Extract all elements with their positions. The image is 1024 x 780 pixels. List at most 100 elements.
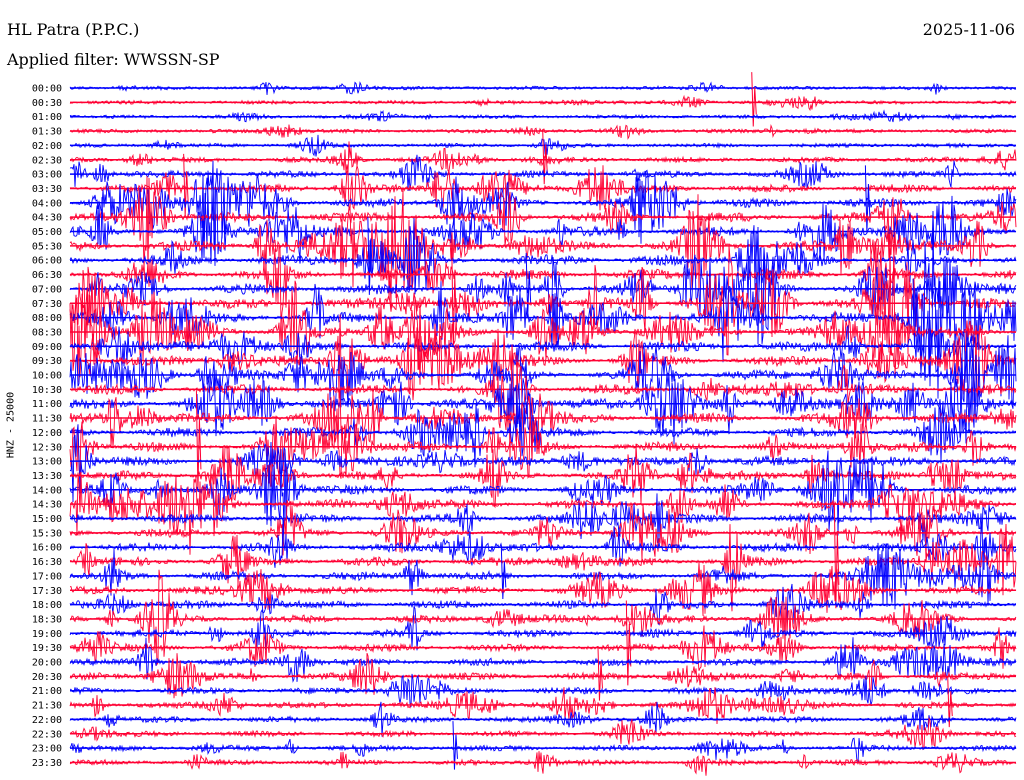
station-title: HL Patra (P.P.C.) xyxy=(7,20,140,39)
row-time-label: 14:30 xyxy=(32,500,62,511)
event-spike xyxy=(367,216,373,295)
row-time-label: 08:30 xyxy=(32,327,62,338)
seismic-trace xyxy=(69,81,1017,95)
row-time-label: 16:00 xyxy=(32,543,62,554)
seismic-trace xyxy=(69,244,1017,375)
seismic-trace xyxy=(69,401,1017,468)
seismic-trace xyxy=(69,241,1017,326)
event-spike xyxy=(451,247,457,348)
seismic-trace xyxy=(69,471,1017,555)
seismic-trace xyxy=(69,625,1017,671)
seismic-trace xyxy=(69,335,1017,412)
seismic-trace xyxy=(69,310,1017,381)
event-spike xyxy=(500,547,507,599)
row-time-label: 15:00 xyxy=(32,514,62,525)
seismic-trace xyxy=(69,314,1017,403)
seismic-trace xyxy=(69,652,1017,699)
row-time-label: 04:30 xyxy=(32,213,62,224)
event-spike xyxy=(183,153,189,217)
row-time-label: 02:30 xyxy=(32,155,62,166)
row-time-label: 21:30 xyxy=(32,701,62,712)
row-time-label: 16:30 xyxy=(32,557,62,568)
seismic-trace xyxy=(69,160,1017,250)
seismic-trace xyxy=(69,562,1017,616)
event-spike xyxy=(625,600,632,686)
row-time-label: 05:30 xyxy=(32,241,62,252)
row-time-label: 14:00 xyxy=(32,485,62,496)
seismic-trace xyxy=(69,569,1017,666)
row-time-label: 15:30 xyxy=(32,528,62,539)
row-time-label: 20:00 xyxy=(32,658,62,669)
event-spike xyxy=(597,645,603,701)
seismic-trace xyxy=(69,536,1016,610)
event-spike xyxy=(542,129,548,185)
row-time-label: 22:00 xyxy=(32,715,62,726)
seismic-trace xyxy=(69,449,1017,536)
row-time-label: 03:30 xyxy=(32,184,62,195)
row-time-label: 06:00 xyxy=(32,256,62,267)
filter-label: Applied filter: WWSSN-SP xyxy=(7,50,220,69)
row-time-label: 21:00 xyxy=(32,686,62,697)
row-time-label: 12:30 xyxy=(32,442,62,453)
event-spike xyxy=(185,308,192,352)
row-time-label: 07:30 xyxy=(32,299,62,310)
row-time-label: 11:30 xyxy=(32,414,62,425)
seismic-trace xyxy=(69,109,1017,123)
seismic-trace xyxy=(69,141,1017,174)
seismic-trace xyxy=(69,367,1017,446)
row-time-label: 17:00 xyxy=(32,571,62,582)
row-time-label: 07:00 xyxy=(32,284,62,295)
row-time-label: 03:00 xyxy=(32,170,62,181)
row-time-label: 09:30 xyxy=(32,356,62,367)
row-time-label: 09:00 xyxy=(32,342,62,353)
seismic-trace xyxy=(69,94,1017,112)
event-spike xyxy=(525,253,532,318)
event-spike xyxy=(864,165,871,233)
row-time-label: 13:30 xyxy=(32,471,62,482)
seismic-trace xyxy=(69,218,1017,295)
row-time-label: 17:30 xyxy=(32,586,62,597)
row-time-label: 22:30 xyxy=(32,729,62,740)
row-time-label: 10:00 xyxy=(32,371,62,382)
event-spike xyxy=(195,390,202,492)
seismic-trace xyxy=(69,224,1017,399)
seismic-trace xyxy=(69,701,1017,737)
seismic-trace xyxy=(69,637,1017,683)
seismic-trace xyxy=(69,280,1017,383)
row-time-label: 02:00 xyxy=(32,141,62,152)
row-time-label: 10:30 xyxy=(32,385,62,396)
seismic-trace xyxy=(69,177,1017,266)
channel-axis-label: HNZ - 25000 xyxy=(5,391,17,459)
seismic-trace xyxy=(69,523,1017,612)
row-time-label: 11:00 xyxy=(32,399,62,410)
row-time-label: 04:00 xyxy=(32,198,62,209)
seismic-trace xyxy=(69,409,1017,479)
event-spike xyxy=(912,278,919,349)
row-time-label: 08:00 xyxy=(32,313,62,324)
row-time-label: 18:00 xyxy=(32,600,62,611)
seismic-trace xyxy=(69,751,1017,776)
event-spike xyxy=(751,72,757,127)
seismic-trace xyxy=(69,716,1017,751)
row-time-label: 01:00 xyxy=(32,112,62,123)
seismic-trace xyxy=(69,246,1017,345)
row-time-label: 12:00 xyxy=(32,428,62,439)
row-time-label: 05:00 xyxy=(32,227,62,238)
row-time-label: 00:00 xyxy=(32,84,62,95)
seismic-trace xyxy=(69,175,1017,276)
row-time-label: 23:00 xyxy=(32,744,62,755)
seismic-trace xyxy=(70,673,1017,708)
row-time-label: 13:00 xyxy=(32,457,62,468)
seismic-trace xyxy=(69,606,1017,651)
event-spike xyxy=(452,721,458,770)
row-time-label: 19:00 xyxy=(32,629,62,640)
row-time-label: 19:30 xyxy=(32,643,62,654)
seismic-trace xyxy=(69,390,1017,449)
row-time-label: 18:30 xyxy=(32,614,62,625)
row-time-label: 20:30 xyxy=(32,672,62,683)
row-time-label: 00:30 xyxy=(32,98,62,109)
seismic-trace xyxy=(69,499,1017,562)
seismic-trace xyxy=(69,520,1017,571)
date-label: 2025-11-06 xyxy=(922,20,1015,39)
